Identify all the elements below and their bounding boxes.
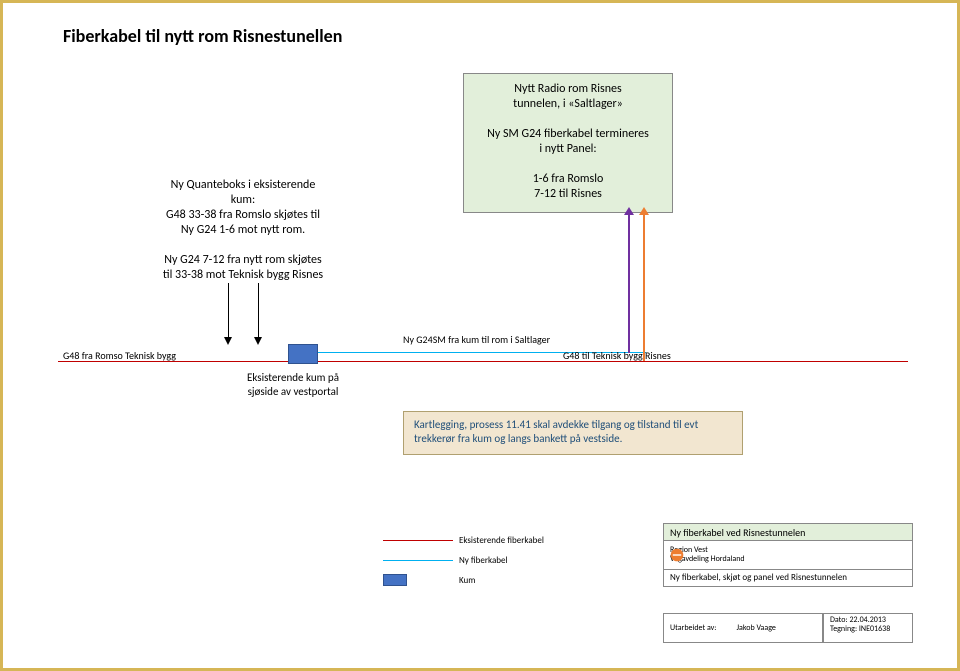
kum-caption: Eksisterende kum på sjøside av vestporta… <box>213 371 373 399</box>
riser-orange <box>643 213 645 361</box>
svv-icon <box>670 548 684 562</box>
legend: Eksisterende fiberkabel Ny fiberkabel Ku… <box>383 533 583 587</box>
header-box: Nytt Radio rom Risnes tunnelen, i «Saltl… <box>463 73 673 213</box>
kum-box <box>288 344 318 364</box>
tb-project-title: Ny fiberkabel ved Risnestunnelen <box>663 523 913 541</box>
legend-label-kum: Kum <box>459 575 475 586</box>
legend-row-new: Ny fiberkabel <box>383 553 583 567</box>
legend-row-kum: Kum <box>383 573 583 587</box>
arrow-head-2 <box>254 337 262 345</box>
kart-box: Kartlegging, prosess 11.41 skal avdekke … <box>403 411 743 455</box>
tb-desc: Ny fiberkabel, skjøt og panel ved Risnes… <box>663 569 913 587</box>
quante-box: Ny Quanteboks i eksisterende kum: G48 33… <box>143 178 343 283</box>
tb-author-cell: Utarbeidet av: Jakob Vaage <box>663 613 823 643</box>
header-box-text: Nytt Radio rom Risnes tunnelen, i «Saltl… <box>472 82 664 202</box>
tb-author-inner: Utarbeidet av: Jakob Vaage <box>670 622 776 633</box>
legend-line-red <box>383 540 453 541</box>
mid-cable-label: Ny G24SM fra kum til rom i Saltlager <box>403 334 550 347</box>
legend-line-blue <box>383 560 453 561</box>
kart-box-text: Kartlegging, prosess 11.41 skal avdekke … <box>414 418 732 446</box>
diagram-canvas: Fiberkabel til nytt rom Risnestunellen N… <box>0 0 960 671</box>
tb-date-cell: Dato: 22.04.2013 Tegning: INE01638 <box>823 613 913 643</box>
riser-purple <box>628 213 630 353</box>
cable-red-left <box>58 361 288 362</box>
legend-block-kum <box>383 574 407 586</box>
arrow-orange <box>639 207 649 215</box>
arrow-head-1 <box>224 337 232 345</box>
arrow-purple <box>624 207 634 215</box>
legend-row-existing: Eksisterende fiberkabel <box>383 533 583 547</box>
arrow-line-2 <box>258 283 259 341</box>
arrow-line-1 <box>228 283 229 341</box>
right-cable-label: G48 til Teknisk bygg Risnes <box>563 350 671 363</box>
page-title: Fiberkabel til nytt rom Risnestunellen <box>63 25 342 48</box>
legend-label-existing: Eksisterende fiberkabel <box>459 535 544 546</box>
tb-org-row: Region Vest Vegavdeling Hordaland <box>663 540 913 570</box>
legend-label-new: Ny fiberkabel <box>459 555 508 566</box>
